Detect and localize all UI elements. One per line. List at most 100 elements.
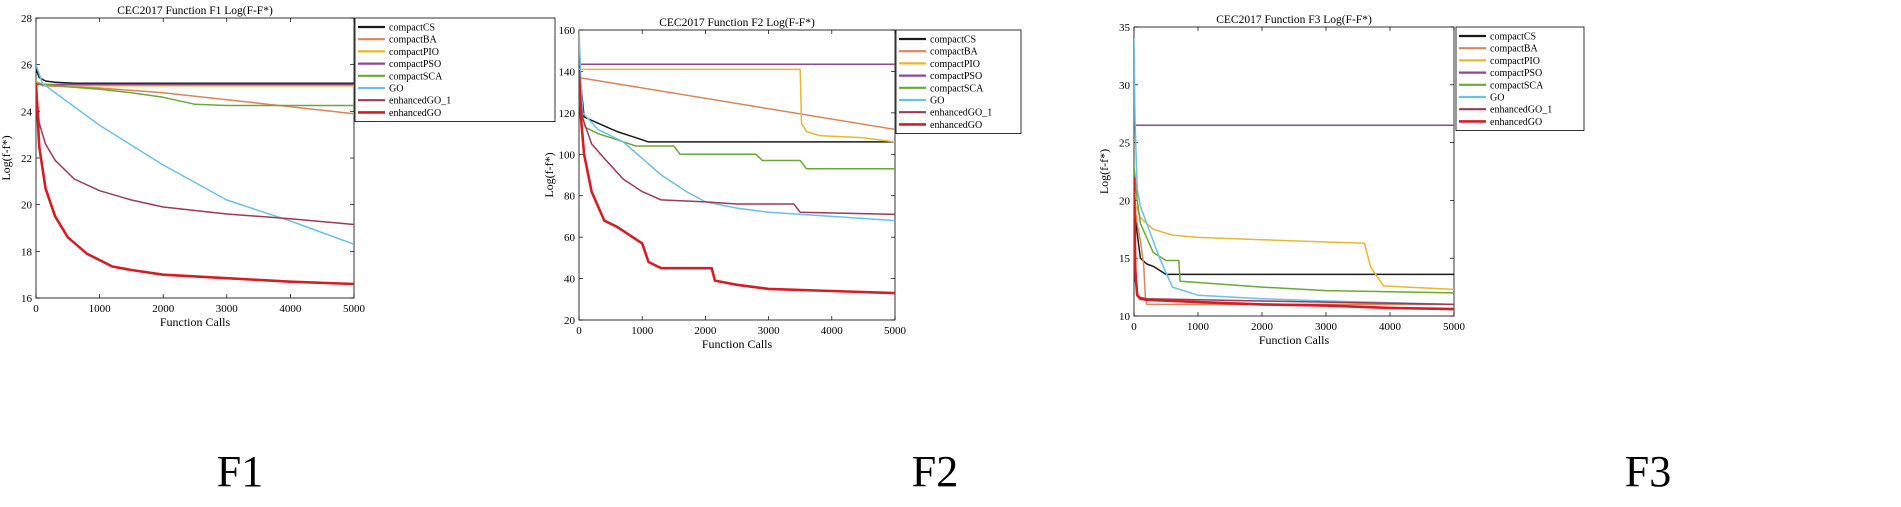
y-tick-label: 10 [1119,311,1131,323]
series-line-compactBA [36,80,354,115]
legend-label-compactPIO: compactPIO [930,59,980,70]
y-tick-label: 15 [1119,253,1131,265]
y-tick-label: 25 [1119,138,1131,150]
series-line-compactSCA [36,82,354,107]
legend-label-GO: GO [1490,93,1504,104]
y-tick-label: 120 [559,108,576,120]
series-line-enhancedGO [1134,177,1454,311]
legend-label-compactCS: compactCS [930,35,976,46]
legend-label-compactSCA: compactSCA [930,83,984,94]
series-line-compactPIO [1134,200,1454,291]
legend-label-enhancedGO: enhancedGO [1490,117,1542,128]
chart-1: CEC2017 Function F1 Log(F-F*) 0 1000 2000 30… [0,5,556,329]
legend-label-compactPSO: compactPSO [1490,68,1542,79]
legend-label-compactPSO: compactPSO [930,71,982,82]
x-tick-label: 4000 [821,325,844,337]
plot-area [578,29,896,321]
x-tick-label: 4000 [279,303,302,315]
legend-box [354,17,556,122]
series-line-compactBA [1134,200,1454,306]
series-line-enhancedGO [579,71,895,295]
series-line-compactPIO [579,68,895,143]
legend-label-enhancedGO: enhancedGO [389,108,441,119]
legend-label-compactPIO: compactPIO [389,47,439,58]
y-tick-label: 60 [564,232,576,244]
legend-label-GO: GO [389,84,403,95]
x-tick-label: 2000 [694,325,717,337]
y-axis-label: Log(f-f*) [1097,149,1111,194]
y-axis-label: Log(f-f*) [542,152,556,197]
legend: compactCScompactBAcompactPIOcompactPSOco… [895,29,1022,134]
x-tick-label: 0 [33,303,39,315]
y-tick-label: 24 [21,106,33,118]
series-group [579,30,895,295]
legend-label-compactBA: compactBA [930,47,979,58]
series-line-compactSCA [579,102,895,170]
series-line-GO [1134,38,1454,306]
legend-label-enhancedGO_1: enhancedGO_1 [389,96,451,107]
x-axis-label: Function Calls [1259,333,1330,347]
y-tick-label: 18 [21,246,33,258]
y-tick-label: 20 [1119,195,1131,207]
x-tick-label: 1000 [1187,321,1210,333]
series-line-compactCS [36,69,354,85]
x-tick-label: 3000 [1315,321,1338,333]
y-tick-label: 26 [21,60,33,72]
y-tick-label: 30 [1119,80,1131,92]
legend-label-enhancedGO_1: enhancedGO_1 [930,108,992,119]
legend-label-compactSCA: compactSCA [1490,80,1544,91]
x-tick-label: 5000 [884,325,907,337]
legend-label-compactPSO: compactPSO [389,59,441,70]
legend-box [895,29,1022,134]
y-tick-label: 20 [21,200,33,212]
chart-2: CEC2017 Function F2 Log(F-F*) 0 1000 2000 30… [542,17,1022,351]
legend-label-compactBA: compactBA [389,35,438,46]
series-line-compactBA [579,76,895,131]
y-tick-label: 40 [564,274,576,286]
legend: compactCScompactBAcompactPIOcompactPSOco… [354,17,556,122]
legend-label-compactCS: compactCS [1490,32,1536,43]
x-tick-label: 1000 [631,325,654,337]
y-tick-label: 35 [1119,22,1131,34]
y-tick-label: 160 [559,25,576,37]
series-line-enhancedGO_1 [36,83,354,226]
legend-label-GO: GO [930,96,944,107]
caption-f2: F2 [911,447,959,496]
legend-label-compactSCA: compactSCA [389,71,443,82]
x-axis-label: Function Calls [702,337,773,351]
x-tick-label: 3000 [216,303,239,315]
y-tick-label: 16 [21,293,33,305]
x-tick-label: 5000 [1443,321,1466,333]
legend: compactCScompactBAcompactPIOcompactPSOco… [1455,26,1585,131]
series-group [1134,38,1454,311]
plot-area [1133,26,1455,317]
legend-box [1455,26,1585,131]
caption-f1: F1 [216,447,264,496]
legend-label-compactPIO: compactPIO [1490,56,1540,67]
chart-title: CEC2017 Function F3 Log(F-F*) [1216,14,1372,26]
x-tick-label: 4000 [1379,321,1402,333]
series-line-enhancedGO_1 [579,75,895,216]
chart-3: CEC2017 Function F3 Log(F-F*) 0 1000 2000 30… [1097,14,1585,347]
x-tick-label: 1000 [89,303,112,315]
legend-label-compactCS: compactCS [389,23,435,34]
x-axis-label: Function Calls [160,315,231,329]
y-tick-label: 28 [21,13,33,25]
x-tick-label: 5000 [343,303,366,315]
y-tick-label: 100 [559,149,576,161]
series-line-compactSCA [1134,165,1454,294]
y-tick-label: 20 [564,315,576,327]
chart-title: CEC2017 Function F2 Log(F-F*) [659,17,815,29]
caption-f3: F3 [1624,447,1672,496]
x-tick-label: 0 [1131,321,1137,333]
legend-label-enhancedGO_1: enhancedGO_1 [1490,105,1552,116]
series-line-enhancedGO [36,83,354,286]
x-tick-label: 0 [576,325,582,337]
y-tick-label: 140 [559,66,576,78]
x-tick-label: 3000 [758,325,781,337]
y-axis-label: Log(f-f*) [0,135,13,180]
x-tick-label: 2000 [1251,321,1274,333]
y-tick-label: 80 [564,191,576,203]
legend-label-enhancedGO: enhancedGO [930,120,982,131]
